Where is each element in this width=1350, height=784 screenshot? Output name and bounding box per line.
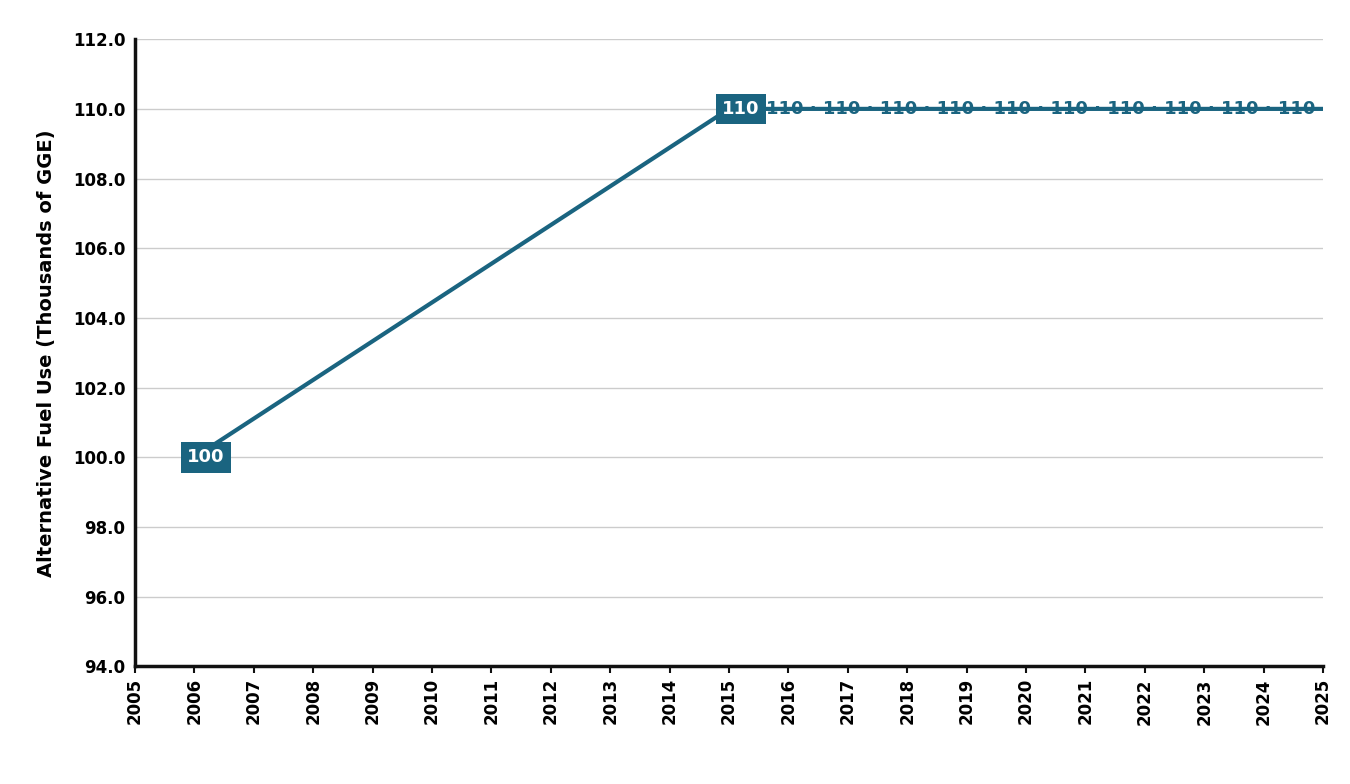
Text: 100: 100 [188,448,224,466]
Y-axis label: Alternative Fuel Use (Thousands of GGE): Alternative Fuel Use (Thousands of GGE) [36,129,57,576]
Text: 110 · 110 · 110 · 110 · 110 · 110 · 110 · 110 · 110 · 110: 110 · 110 · 110 · 110 · 110 · 110 · 110 … [765,100,1315,118]
Text: 110: 110 [722,100,759,118]
